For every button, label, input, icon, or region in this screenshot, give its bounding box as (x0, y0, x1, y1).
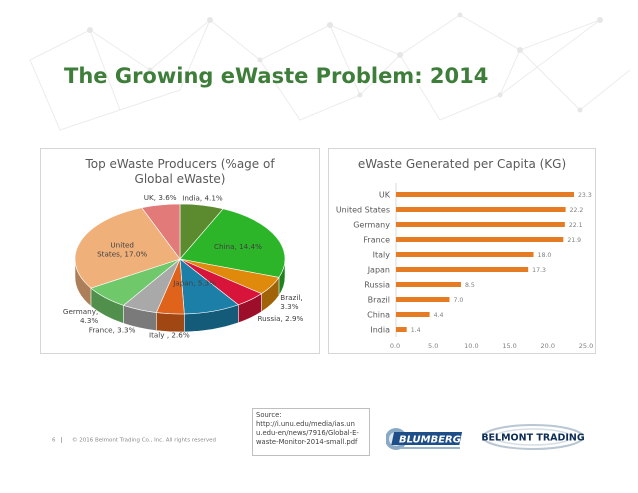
bar-7 (396, 297, 450, 302)
bar-value-label: 7.0 (453, 297, 463, 304)
bar-category-label: India (370, 326, 390, 335)
pie-slice-label: 4.3% (80, 316, 98, 325)
pie-slice-8 (74, 207, 181, 289)
bar-category-label: Italy (373, 251, 391, 260)
blumberg-logo-text: BLUMBERG (399, 435, 461, 446)
pie-chart: India, 4.1% China, 14.4% Brazil,3.3% Russia… (63, 193, 304, 339)
bar-0 (396, 192, 575, 197)
belmont-trading-logo: BELMONT TRADING (481, 424, 585, 450)
blumberg-logo: BLUMBERG (386, 428, 463, 450)
pie-chart-title: Top eWaste Producers (%age of Global eWa… (41, 157, 319, 187)
bar-value-label: 1.4 (411, 327, 421, 334)
pie-slice-label: Brazil, (280, 293, 302, 302)
bar-category-label: France (363, 236, 390, 245)
bar-value-label: 4.4 (434, 312, 444, 319)
bar-x-tick-label: 15.0 (502, 342, 516, 350)
bar-5 (396, 267, 529, 272)
pie-slice-label: China, 14.4% (214, 242, 262, 251)
pie-slice-label: India, 4.1% (182, 193, 223, 202)
bar-x-tick-label: 20.0 (541, 342, 555, 350)
bar-category-label: United States (336, 206, 390, 215)
pie-side-layer (74, 258, 286, 333)
belmont-logo-text: BELMONT TRADING (481, 433, 585, 444)
pie-slice-label: France, 3.3% (89, 326, 136, 335)
pie-title-line: Global eWaste) (134, 172, 226, 186)
bar-value-label: 17.3 (532, 267, 546, 274)
network-background (29, 12, 631, 131)
pie-title-line: Top eWaste Producers (%age of (85, 157, 275, 171)
bar-3 (396, 237, 564, 242)
bar-8 (396, 312, 430, 317)
pie-slice-label: Italy , 2.6% (149, 331, 190, 340)
pie-slice-label: 3.3% (280, 302, 298, 311)
bar-x-tick-label: 5.0 (428, 342, 438, 350)
pie-slice-label: United (110, 240, 134, 249)
pie-slice-side-5 (156, 312, 185, 333)
bar-value-label: 22.2 (570, 207, 584, 214)
bar-value-label: 23.3 (578, 192, 592, 199)
slide-title: The Growing eWaste Problem: 2014 (64, 64, 489, 88)
bar-category-label: China (367, 311, 390, 320)
bar-category-label: UK (379, 191, 391, 200)
copyright-text: © 2016 Belmont Trading Co., Inc. All rig… (72, 437, 216, 444)
bar-9 (396, 327, 407, 332)
bar-chart-title: eWaste Generated per Capita (KG) (357, 157, 567, 171)
bar-value-label: 18.0 (538, 252, 552, 259)
pie-slice-label: UK, 3.6% (144, 193, 177, 202)
bar-category-label: Russia (364, 281, 390, 290)
pie-slice-label: Russia, 2.9% (257, 314, 303, 323)
source-line: u.edu-en/news/7916/Global-E- (256, 429, 359, 437)
source-line: http://i.unu.edu/media/ias.un (256, 420, 355, 428)
pie-slice-1 (179, 208, 286, 278)
bar-category-label: Japan (367, 266, 390, 275)
bar-x-tick-label: 10.0 (464, 342, 478, 350)
bar-6 (396, 282, 461, 287)
source-citation: Source: http://i.unu.edu/media/ias.un u.… (252, 408, 370, 456)
pie-slice-label: Japan, 5.3% (172, 279, 216, 288)
bar-value-label: 8.5 (465, 282, 475, 289)
bar-category-label: Brazil (368, 296, 390, 305)
bar-value-label: 21.9 (567, 237, 581, 244)
source-line: Source: (256, 411, 282, 419)
source-line: waste-Monitor-2014-small.pdf (256, 438, 358, 446)
bar-4 (396, 252, 534, 257)
bar-x-tick-label: 25.0 (579, 342, 593, 350)
pie-slice-label: States, 17.0% (97, 249, 147, 258)
pie-slice-9 (141, 203, 181, 260)
bar-2 (396, 222, 565, 227)
page-number: 6 (52, 437, 56, 444)
bar-category-label: Germany (353, 221, 390, 230)
bar-chart-panel: eWaste Generated per Capita (KG) UK 23.3 U… (328, 148, 596, 354)
bar-chart: UK 23.3 United States 22.2 Germany 22.1 France… (336, 183, 593, 350)
pie-slice-label: Germany, (63, 307, 98, 316)
bar-1 (396, 207, 566, 212)
pie-chart-panel: Top eWaste Producers (%age of Global eWa… (40, 148, 320, 354)
pie-top-layer (74, 203, 286, 315)
bar-value-label: 22.1 (569, 222, 583, 229)
slide-footer: 6 © 2016 Belmont Trading Co., Inc. All r… (52, 437, 216, 444)
bar-x-tick-label: 0.0 (390, 342, 400, 350)
pie-labels: India, 4.1% China, 14.4% Brazil,3.3% Russia… (63, 193, 304, 339)
